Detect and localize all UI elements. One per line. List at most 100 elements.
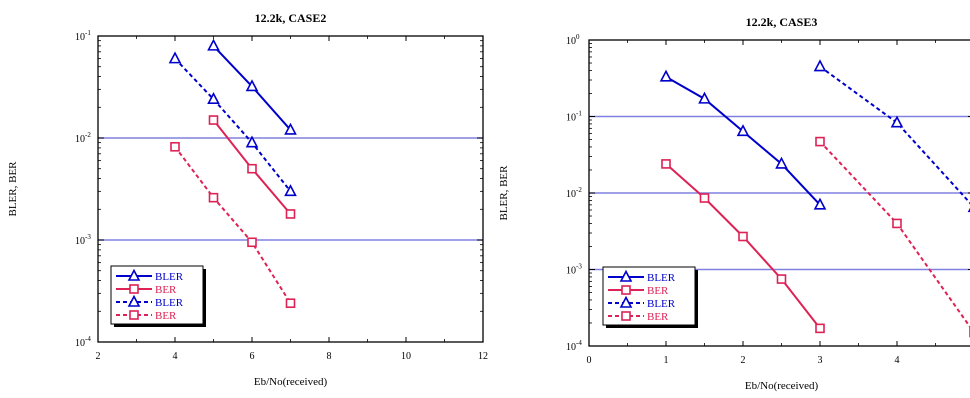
x-tick-label: 10 <box>401 351 411 362</box>
data-point <box>815 323 825 334</box>
y-tick-exponent: -1 <box>85 29 91 37</box>
y-tick-label: 10-1 <box>75 29 91 43</box>
series-line-4 <box>819 140 970 329</box>
x-tick-label: 8 <box>327 351 332 362</box>
data-point <box>208 115 219 125</box>
x-tick-label: 4 <box>895 355 900 366</box>
y-tick-exponent: 0 <box>576 33 580 41</box>
data-point <box>813 197 827 210</box>
marker-group <box>168 38 297 309</box>
y-tick-base: 10 <box>566 36 576 47</box>
data-point <box>736 124 750 137</box>
data-point <box>621 285 631 295</box>
data-point <box>738 231 748 242</box>
x-axis-label: Eb/No(received) <box>745 380 819 392</box>
x-tick-label: 12 <box>478 351 488 362</box>
legend-label: BER <box>155 310 177 322</box>
legend-label: BER <box>647 311 669 323</box>
data-point <box>621 311 631 321</box>
y-tick-base: 10 <box>75 134 85 145</box>
y-tick-exponent: -3 <box>85 233 91 241</box>
legend-label: BER <box>647 285 669 297</box>
data-point <box>127 294 141 307</box>
series-group <box>665 65 970 329</box>
y-tick-base: 10 <box>566 266 576 277</box>
y-tick-base: 10 <box>75 338 85 349</box>
data-point <box>892 218 902 229</box>
y-tick-exponent: -4 <box>85 335 91 343</box>
y-tick-label: 10-4 <box>566 339 582 353</box>
data-point <box>661 159 671 169</box>
y-tick-label: 10-2 <box>75 131 91 145</box>
data-point <box>129 310 139 320</box>
data-point <box>659 69 673 82</box>
data-point <box>247 163 257 174</box>
y-tick-base: 10 <box>566 189 576 200</box>
data-point <box>245 135 259 148</box>
data-point <box>285 298 296 309</box>
data-point <box>284 122 297 135</box>
x-axis-label: Eb/No(received) <box>254 376 328 388</box>
y-tick-exponent: -3 <box>576 263 582 271</box>
data-point <box>245 79 259 92</box>
data-point <box>247 237 257 248</box>
legend-label: BLER <box>155 297 184 309</box>
data-point <box>698 91 711 104</box>
x-tick-label: 6 <box>250 351 255 362</box>
y-tick-label: 10-2 <box>566 186 582 200</box>
y-axis-label: BLER, BER <box>7 161 19 217</box>
data-point <box>619 269 633 282</box>
data-point <box>168 51 182 64</box>
y-tick-label: 10-3 <box>566 263 582 277</box>
y-axis-label: BLER, BER <box>498 165 510 221</box>
data-point <box>207 38 220 51</box>
y-tick-base: 10 <box>75 236 85 247</box>
legend-label: BER <box>155 284 177 296</box>
data-point <box>127 268 141 281</box>
x-tick-label: 3 <box>818 355 823 366</box>
x-tick-label: 2 <box>741 355 746 366</box>
marker-group <box>659 59 970 338</box>
legend-label: BLER <box>647 272 676 284</box>
data-point <box>207 92 220 105</box>
x-tick-label: 4 <box>173 351 178 362</box>
data-point <box>815 136 825 147</box>
series-line-3 <box>174 57 292 192</box>
y-tick-label: 10-4 <box>75 335 91 349</box>
chart-title: 12.2k, CASE2 <box>255 11 327 25</box>
y-tick-label: 10-3 <box>75 233 91 247</box>
x-tick-label: 0 <box>587 355 592 366</box>
y-tick-exponent: -2 <box>85 131 91 139</box>
y-tick-base: 10 <box>566 113 576 124</box>
series-line-3 <box>819 65 970 205</box>
data-point <box>699 193 710 203</box>
y-tick-exponent: -2 <box>576 186 582 194</box>
data-point <box>208 192 219 203</box>
data-point <box>813 59 827 72</box>
data-point <box>890 115 904 128</box>
data-point <box>285 209 296 219</box>
data-point <box>129 284 139 294</box>
data-point <box>619 295 633 308</box>
data-point <box>776 274 787 284</box>
series-group <box>174 45 292 304</box>
series-line-4 <box>174 146 292 304</box>
x-tick-label: 1 <box>664 355 669 366</box>
x-tick-label: 2 <box>96 351 101 362</box>
y-tick-label: 10-1 <box>566 110 582 124</box>
data-point <box>775 156 788 169</box>
chart-title: 12.2k, CASE3 <box>746 15 818 29</box>
y-tick-base: 10 <box>75 32 85 43</box>
y-tick-exponent: -1 <box>576 110 582 118</box>
legend-label: BLER <box>155 271 184 283</box>
y-tick-base: 10 <box>566 342 576 353</box>
y-tick-exponent: -4 <box>576 339 582 347</box>
legend-label: BLER <box>647 298 676 310</box>
data-point <box>170 141 180 152</box>
data-point <box>284 184 297 197</box>
